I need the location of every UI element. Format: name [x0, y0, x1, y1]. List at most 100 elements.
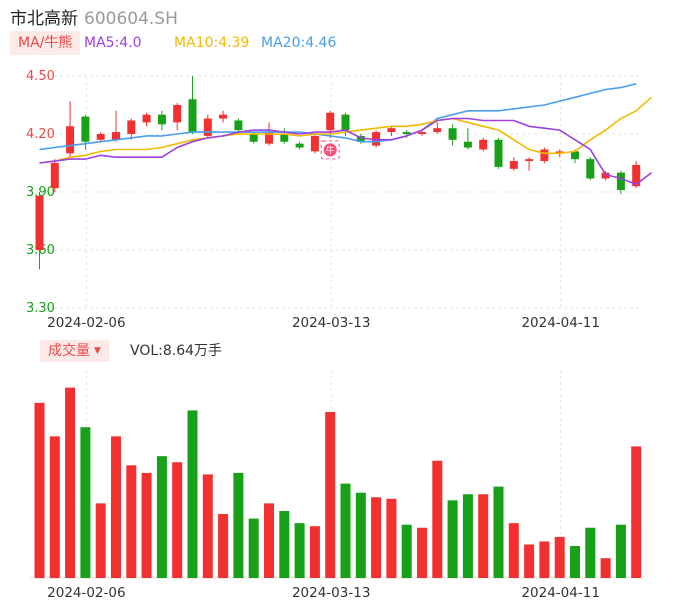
- candle-body: [601, 172, 610, 179]
- volume-toggle-button[interactable]: 成交量 ▼: [40, 340, 109, 362]
- volume-bar: [554, 536, 565, 578]
- candle-body: [448, 128, 457, 140]
- volume-bar: [478, 494, 489, 578]
- ma5-line: [39, 117, 652, 186]
- caret-down-icon: ▼: [94, 346, 101, 356]
- volume-bar: [279, 510, 290, 578]
- volume-bar: [218, 514, 229, 578]
- volume-bar: [432, 460, 443, 578]
- candle-body: [249, 134, 258, 142]
- volume-bar: [493, 486, 504, 578]
- volume-bar: [386, 498, 397, 578]
- volume-bar: [80, 427, 91, 578]
- volume-bar: [126, 465, 137, 578]
- volume-value: VOL:8.64万手: [130, 343, 223, 359]
- candle-body: [234, 120, 243, 131]
- volume-bar: [309, 526, 320, 578]
- candle-body: [402, 132, 411, 134]
- candle-body: [463, 141, 472, 148]
- stock-name: 市北高新: [10, 9, 78, 29]
- candle-body: [372, 132, 381, 146]
- candle-body: [433, 128, 442, 133]
- volume-bar: [539, 541, 550, 578]
- volume-bar: [202, 474, 213, 578]
- candle-body: [341, 114, 350, 131]
- candle-body: [35, 195, 44, 250]
- volume-x-tick-label: 2024-04-11: [521, 585, 599, 601]
- volume-bar: [371, 497, 382, 578]
- candle-body: [418, 132, 426, 134]
- volume-bar: [264, 503, 274, 578]
- candle-body: [571, 151, 579, 160]
- volume-x-tick-label: 2024-02-06: [47, 585, 125, 601]
- candle-body: [50, 163, 59, 189]
- candle-body: [280, 134, 289, 142]
- volume-bar: [615, 524, 626, 578]
- candle-body: [66, 126, 75, 154]
- candle-body: [479, 139, 488, 150]
- volume-bar: [294, 523, 305, 578]
- volume-bar: [325, 411, 336, 578]
- candle-body: [494, 139, 503, 167]
- candle-body: [540, 149, 549, 162]
- stock-title: 市北高新 600604.SH: [10, 4, 178, 29]
- ma5-label: MA5:4.0: [84, 35, 142, 51]
- bull-marker-icon: [323, 143, 337, 157]
- candle-body: [157, 114, 166, 125]
- candle-body: [112, 132, 120, 140]
- volume-bar: [233, 472, 244, 578]
- ma-toggle-button[interactable]: MA/牛熊: [10, 31, 81, 55]
- volume-toggle-label: 成交量: [48, 343, 90, 359]
- volume-bar: [631, 446, 642, 578]
- candle-body: [616, 172, 625, 191]
- volume-bar: [65, 387, 76, 578]
- candle-body: [173, 105, 182, 123]
- volume-bar: [447, 500, 458, 578]
- candle-body: [509, 161, 518, 169]
- candle-body: [387, 128, 396, 133]
- candle-body: [326, 112, 335, 131]
- volume-bar: [524, 544, 535, 578]
- volume-bar: [95, 503, 106, 578]
- volume-bar: [462, 494, 473, 578]
- candle-body: [96, 134, 105, 140]
- candle-body: [142, 114, 151, 123]
- volume-bar: [187, 410, 198, 578]
- candle-body: [188, 99, 197, 133]
- volume-bar: [172, 462, 183, 578]
- volume-x-tick-label: 2024-03-13: [292, 585, 370, 601]
- volume-bar: [141, 472, 152, 578]
- y-tick-label: 4.20: [26, 127, 55, 142]
- volume-bar: [401, 524, 412, 578]
- candle-body: [219, 114, 228, 119]
- y-tick-label: 3.90: [26, 185, 55, 200]
- volume-bar: [585, 527, 596, 578]
- x-tick-label: 2024-02-06: [47, 315, 125, 331]
- bull-marker-label: 牛: [326, 144, 335, 156]
- candle-body: [586, 159, 595, 179]
- candle-body: [295, 143, 304, 148]
- candle-body: [632, 164, 641, 187]
- volume-bar: [570, 546, 580, 578]
- candle-body: [356, 135, 365, 142]
- y-tick-label: 4.50: [26, 69, 55, 84]
- bull-marker-frame: [320, 140, 340, 160]
- candle-body: [203, 118, 212, 136]
- stock-code: 600604.SH: [84, 9, 178, 29]
- ma20-line: [39, 82, 637, 151]
- volume-bar: [111, 436, 121, 578]
- volume-bar: [508, 523, 519, 578]
- candle-body: [265, 132, 273, 144]
- candle-body: [310, 135, 319, 152]
- volume-bar: [34, 402, 45, 578]
- candle-body: [555, 151, 564, 154]
- volume-bar: [417, 527, 427, 578]
- ma10-label: MA10:4.39: [174, 35, 250, 51]
- ma-legend: MA/牛熊 MA5:4.0 MA10:4.39 MA20:4.46: [10, 31, 680, 55]
- volume-bar: [355, 492, 366, 578]
- x-tick-label: 2024-04-11: [521, 315, 599, 331]
- volume-bar: [156, 456, 167, 578]
- volume-bar: [600, 558, 611, 578]
- candle-body: [127, 120, 136, 134]
